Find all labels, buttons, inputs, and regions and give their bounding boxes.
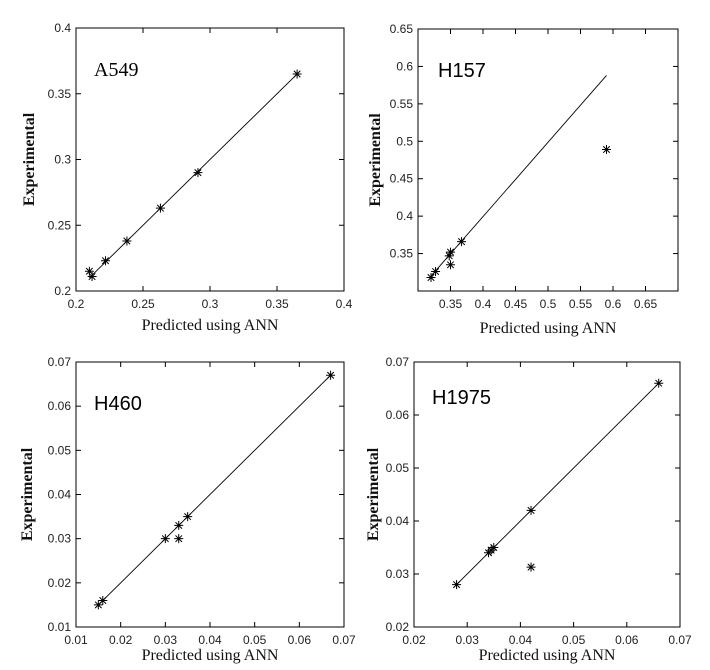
x-tick-label: 0.05 [562,633,586,647]
panel-title: H157 [438,60,486,82]
data-point [292,69,302,79]
x-tick-label: 0.2 [68,297,85,311]
data-point [446,260,455,270]
x-tick-label: 0.07 [332,633,356,647]
chart-panel: 0.01 0.02 0.03 0.04 0.05 0.06 0.07 0.01 0.02 0.03… [19,355,356,664]
x-tick-label: 0.02 [402,633,426,647]
y-tick-label: 0.02 [48,576,72,590]
x-tick-label: 0.05 [243,633,267,647]
fit-line [89,73,298,279]
y-tick-label: 0.45 [390,172,414,186]
data-point [452,580,462,590]
x-tick-label: 0.01 [64,633,88,647]
y-axis-label: Experimental [365,447,382,541]
data-point [457,237,467,247]
data-point [446,247,455,257]
y-tick-label: 0.06 [48,399,72,413]
y-tick-label: 0.35 [48,87,72,101]
fit-line [98,374,331,606]
data-point [98,596,108,605]
data-point [84,266,94,276]
x-tick-label: 0.45 [504,297,528,311]
y-tick-label: 0.55 [390,97,414,111]
y-tick-label: 0.35 [390,247,414,261]
data-point [193,168,203,178]
data-point [326,370,336,380]
chart-panel: 0.35 0.4 0.45 0.5 0.55 0.6 0.65 0.35 0.4 0.45 0.5 0… [367,22,679,337]
data-point [526,505,536,515]
y-tick-label: 0.04 [48,488,72,502]
data-point [431,267,441,277]
x-tick-label: 0.4 [475,297,492,311]
x-tick-label: 0.06 [615,633,639,647]
data-point [654,378,664,388]
y-tick-label: 0.2 [54,284,71,298]
data-point [526,562,536,572]
data-point [174,520,184,530]
y-tick-label: 0.5 [396,134,413,148]
x-tick-label: 0.03 [456,633,480,647]
data-point [183,512,193,522]
data-point [426,273,436,283]
y-tick-label: 0.07 [386,355,410,369]
data-point [93,600,103,610]
x-tick-label: 0.03 [154,633,178,647]
data-point [489,543,499,552]
y-tick-label: 0.05 [386,461,410,475]
x-axis-label: Predicted using ANN [142,647,279,664]
y-tick-label: 0.3 [54,153,71,167]
x-tick-label: 0.02 [109,633,133,647]
x-tick-label: 0.35 [265,297,289,311]
x-tick-label: 0.3 [202,297,219,311]
axes-frame [413,361,681,628]
data-point [87,272,97,282]
x-tick-label: 0.4 [336,297,353,311]
data-point [160,534,170,544]
y-tick-label: 0.4 [396,209,413,223]
x-tick-label: 0.04 [198,633,222,647]
x-tick-label: 0.35 [439,297,463,311]
x-tick-label: 0.55 [569,297,593,311]
x-tick-label: 0.07 [668,633,692,647]
y-tick-label: 0.05 [48,443,72,457]
y-tick-label: 0.06 [386,408,410,422]
y-tick-label: 0.6 [396,59,413,73]
panel-title: H460 [94,393,142,415]
y-axis-label: Experimental [21,112,38,206]
data-point [122,236,132,246]
x-tick-label: 0.04 [509,633,533,647]
y-tick-label: 0.02 [386,620,410,634]
y-tick-label: 0.25 [48,218,72,232]
data-point [155,203,165,213]
x-axis-label: Predicted using ANN [479,647,616,664]
y-tick-label: 0.03 [386,567,410,581]
data-point [602,145,611,155]
x-tick-label: 0.5 [540,297,557,311]
panel-title: H1975 [432,387,491,409]
data-point [100,256,110,266]
data-point [174,534,184,544]
y-axis-label: Experimental [19,447,36,541]
y-tick-label: 0.4 [54,21,71,35]
panel-title: A549 [94,59,138,81]
x-tick-label: 0.6 [605,297,622,311]
x-tick-label: 0.65 [634,297,658,311]
chart-panel: 0.2 0.25 0.3 0.35 0.4 0.2 0.25 0.3 0.35 0.4 A549 Pr… [21,21,353,334]
y-tick-label: 0.04 [386,514,410,528]
x-axis-label: Predicted using ANN [142,317,279,334]
y-tick-label: 0.01 [48,620,72,634]
fit-line [429,75,607,278]
x-tick-label: 0.06 [288,633,312,647]
x-tick-label: 0.25 [131,297,155,311]
x-axis-label: Predicted using ANN [480,320,617,337]
data-point [444,251,454,261]
y-tick-label: 0.03 [48,532,72,546]
y-tick-label: 0.07 [48,355,72,369]
y-tick-label: 0.65 [390,22,414,36]
chart-panel: 0.02 0.03 0.04 0.05 0.06 0.07 0.02 0.03 0.04 0.05… [365,355,692,664]
y-axis-label: Experimental [367,113,384,207]
